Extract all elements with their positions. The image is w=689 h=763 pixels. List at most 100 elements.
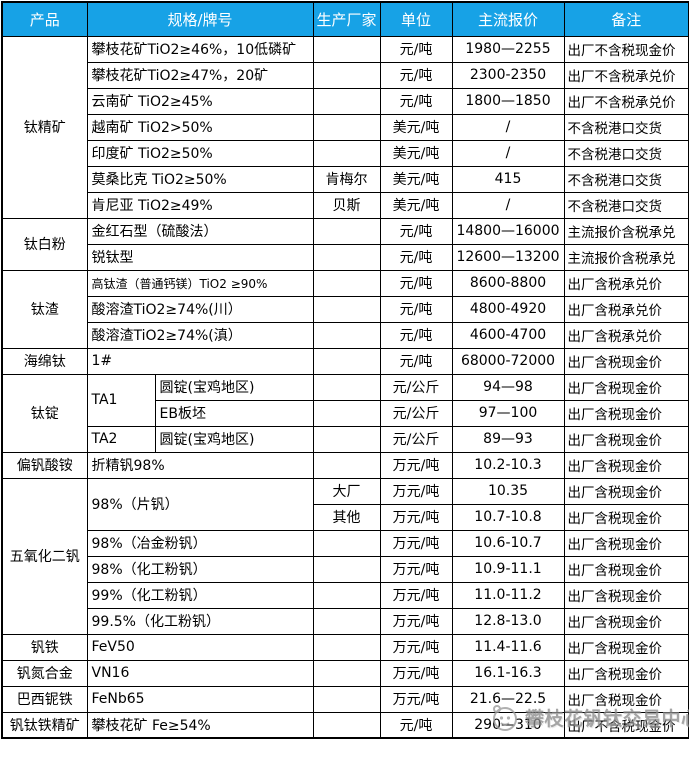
price-cell: 4600-4700 bbox=[451, 321, 565, 349]
maker-cell bbox=[312, 399, 381, 427]
price-cell: 10.6-10.7 bbox=[451, 529, 565, 557]
table-row: TA2 圆锭(宝鸡地区) 元/公斤 89—93 出厂含税现金价 bbox=[2, 425, 689, 453]
unit-cell: 万元/吨 bbox=[379, 685, 453, 713]
spec-cell: 99.5%（化工粉钒） bbox=[86, 607, 314, 635]
note-cell: 出厂含税现金价 bbox=[563, 399, 689, 427]
unit-cell: 元/吨 bbox=[379, 217, 453, 245]
note-cell: 出厂含税现金价 bbox=[563, 633, 689, 661]
maker-cell: 贝斯 bbox=[312, 191, 381, 219]
note-cell: 不含税港口交货 bbox=[563, 139, 689, 167]
price-cell: 21.6—22.5 bbox=[451, 685, 565, 713]
unit-cell: 元/吨 bbox=[379, 711, 453, 739]
unit-cell: 万元/吨 bbox=[379, 633, 453, 661]
maker-cell: 其他 bbox=[312, 503, 381, 531]
table-row: 印度矿 TiO2≥50% 美元/吨 / 不含税港口交货 bbox=[2, 139, 689, 167]
table-row: 钒铁 FeV50 万元/吨 11.4-11.6 出厂含税现金价 bbox=[1, 633, 689, 661]
maker-cell bbox=[312, 243, 381, 271]
unit-cell: 万元/吨 bbox=[379, 555, 453, 583]
spec-cell: 高钛渣（普通钙镁）TiO2 ≥90% bbox=[86, 269, 314, 297]
price-cell: 2300-2350 bbox=[451, 61, 565, 89]
price-cell: 68000-72000 bbox=[451, 347, 565, 375]
price-cell: 10.9-11.1 bbox=[451, 555, 565, 583]
note-cell: 出厂含税承兑价 bbox=[563, 269, 689, 297]
spec-cell: 折精钒98% bbox=[86, 451, 314, 479]
unit-cell: 美元/吨 bbox=[379, 113, 453, 141]
spec-cell: EB板坯 bbox=[154, 399, 314, 427]
prod-cell: 偏钒酸铵 bbox=[1, 451, 88, 479]
note-cell: 出厂含税现金价 bbox=[563, 685, 689, 713]
price-cell: 10.7-10.8 bbox=[451, 503, 565, 531]
maker-cell: 肯梅尔 bbox=[312, 165, 381, 193]
price-cell: 1800—1850 bbox=[451, 87, 565, 115]
spec-cell: FeV50 bbox=[86, 633, 314, 661]
spec-cell: 酸溶渣TiO2≥74%(滇） bbox=[86, 321, 314, 349]
unit-cell: 元/吨 bbox=[379, 269, 453, 297]
maker-cell bbox=[312, 659, 381, 687]
note-cell: 出厂含税现金价 bbox=[563, 373, 689, 401]
maker-cell bbox=[312, 87, 381, 115]
spec-cell: 莫桑比克 TiO2≥50% bbox=[86, 165, 314, 193]
spec-cell: 攀枝花矿 Fe≥54% bbox=[86, 711, 314, 739]
header-note: 备注 bbox=[563, 1, 689, 37]
price-cell: / bbox=[451, 191, 565, 219]
unit-cell: 元/公斤 bbox=[379, 399, 453, 427]
header-row: 产品 规格/牌号 生产厂家 单位 主流报价 备注 bbox=[1, 1, 689, 37]
maker-cell bbox=[312, 321, 381, 349]
unit-cell: 美元/吨 bbox=[379, 139, 453, 167]
price-cell: 10.2-10.3 bbox=[451, 451, 565, 479]
maker-cell bbox=[312, 581, 381, 609]
spec-cell: 98%（化工粉钒） bbox=[86, 555, 314, 583]
prod-cell: 海绵钛 bbox=[1, 347, 88, 375]
prod-cell: 钒氮合金 bbox=[1, 659, 88, 687]
table-row: 锐钛型 元/吨 12600—13200 主流报价含税承兑 bbox=[2, 243, 689, 271]
spec-cell: 肯尼亚 TiO2≥49% bbox=[86, 191, 314, 219]
price-cell: 94—98 bbox=[451, 373, 565, 401]
maker-cell bbox=[312, 35, 381, 63]
spec-cell: 圆锭(宝鸡地区) bbox=[154, 425, 314, 453]
note-cell: 不含税港口交货 bbox=[563, 165, 689, 193]
price-cell: 10.35 bbox=[451, 477, 565, 505]
note-cell: 出厂不含税现金价 bbox=[563, 711, 689, 739]
price-cell: 415 bbox=[451, 165, 565, 193]
note-cell: 出厂含税承兑价 bbox=[563, 321, 689, 349]
table-row: 钒氮合金 VN16 万元/吨 16.1-16.3 出厂含税现金价 bbox=[1, 659, 689, 687]
note-cell: 出厂含税现金价 bbox=[563, 477, 689, 505]
prod-cell: 五氧化二钒 bbox=[1, 477, 88, 635]
spec-cell: 1# bbox=[86, 347, 314, 375]
table-row: 酸溶渣TiO2≥74%(滇） 元/吨 4600-4700 出厂含税承兑价 bbox=[2, 321, 689, 349]
unit-cell: 万元/吨 bbox=[379, 659, 453, 687]
table-row: 肯尼亚 TiO2≥49% 贝斯 美元/吨 / 不含税港口交货 bbox=[2, 191, 689, 219]
table-row: 酸溶渣TiO2≥74%(川） 元/吨 4800-4920 出厂含税承兑价 bbox=[2, 295, 689, 323]
unit-cell: 美元/吨 bbox=[379, 165, 453, 193]
note-cell: 出厂含税承兑价 bbox=[563, 295, 689, 323]
note-cell: 出厂含税现金价 bbox=[563, 555, 689, 583]
maker-cell bbox=[312, 217, 381, 245]
table-row: 五氧化二钒 98%（片钒） 大厂 万元/吨 10.35 出厂含税现金价 bbox=[1, 477, 689, 635]
maker-cell bbox=[312, 711, 381, 739]
header-product: 产品 bbox=[1, 1, 88, 37]
maker-cell bbox=[312, 113, 381, 141]
table-header: 产品 规格/牌号 生产厂家 单位 主流报价 备注 bbox=[1, 1, 689, 37]
unit-cell: 元/吨 bbox=[379, 35, 453, 63]
price-cell: 16.1-16.3 bbox=[451, 659, 565, 687]
note-cell: 出厂含税现金价 bbox=[563, 529, 689, 557]
note-cell: 不含税港口交货 bbox=[563, 191, 689, 219]
prod-cell: 钒铁 bbox=[1, 633, 88, 661]
unit-cell: 美元/吨 bbox=[379, 191, 453, 219]
spec-cell: 攀枝花矿TiO2≥47%，20矿 bbox=[86, 61, 314, 89]
unit-cell: 元/吨 bbox=[379, 321, 453, 349]
table-row: 98%（冶金粉钒） 万元/吨 10.6-10.7 出厂含税现金价 bbox=[2, 529, 689, 557]
spec-cell: FeNb65 bbox=[86, 685, 314, 713]
price-cell: 11.4-11.6 bbox=[451, 633, 565, 661]
spec-cell: 酸溶渣TiO2≥74%(川） bbox=[86, 295, 314, 323]
spec-cell: 金红石型（硫酸法） bbox=[86, 217, 314, 245]
unit-cell: 元/吨 bbox=[379, 243, 453, 271]
spec-cell: 98%（冶金粉钒） bbox=[86, 529, 314, 557]
maker-cell bbox=[312, 451, 381, 479]
unit-cell: 万元/吨 bbox=[379, 581, 453, 609]
spec-cell: 云南矿 TiO2≥45% bbox=[86, 87, 314, 115]
price-cell: 8600-8800 bbox=[451, 269, 565, 297]
table-row: 海绵钛 1# 元/吨 68000-72000 出厂含税现金价 bbox=[1, 347, 689, 375]
maker-cell bbox=[312, 555, 381, 583]
unit-cell: 元/公斤 bbox=[379, 373, 453, 401]
